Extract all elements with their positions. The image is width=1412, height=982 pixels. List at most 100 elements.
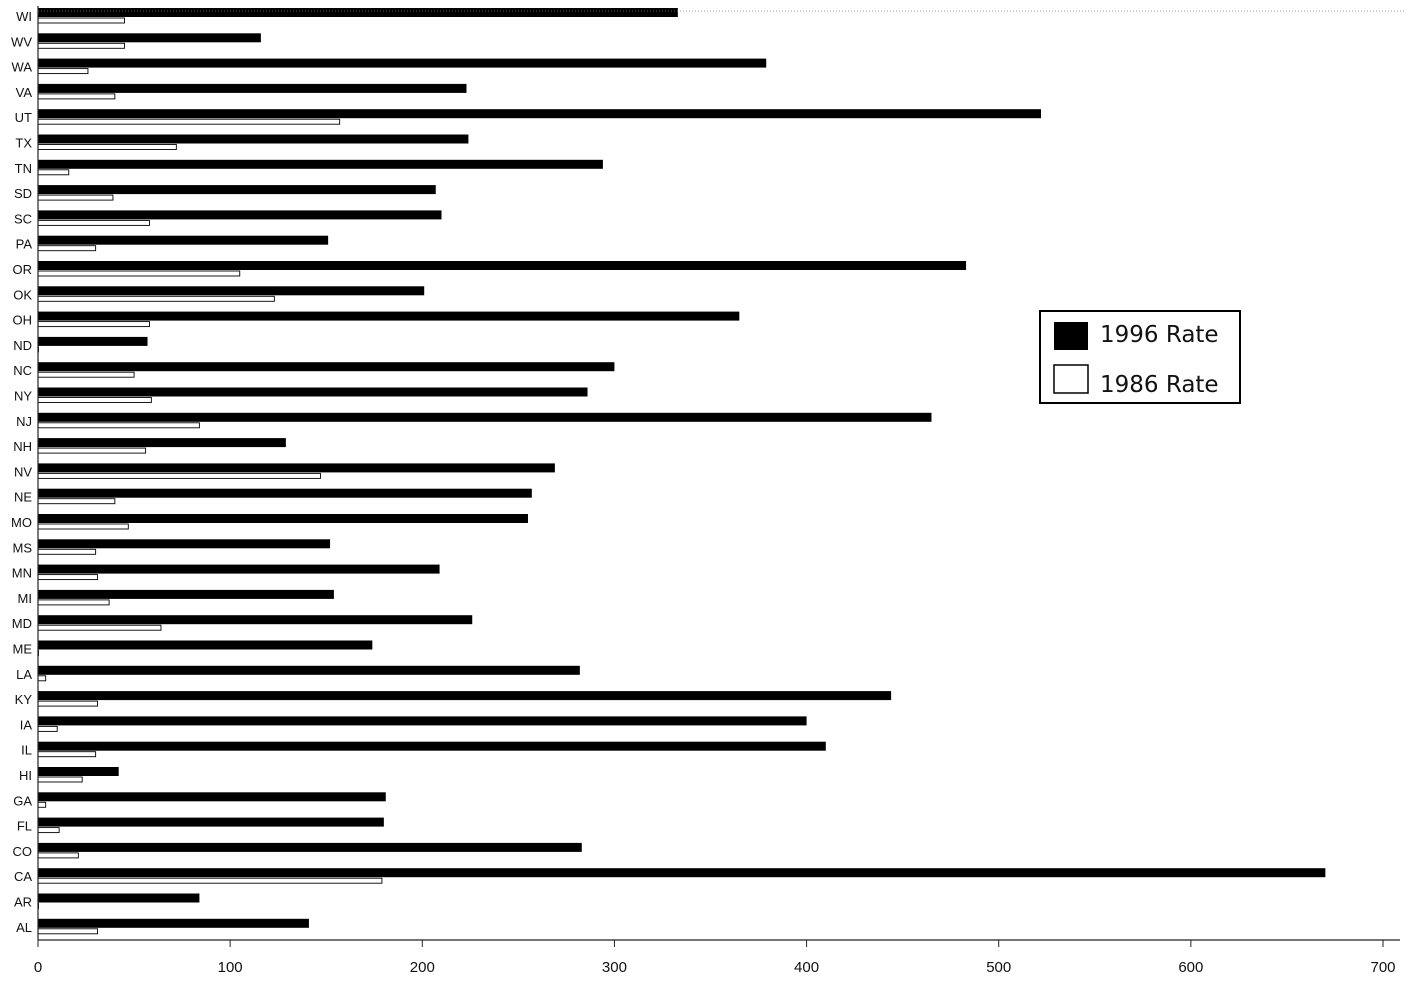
bar-1996-mo <box>38 514 528 523</box>
bar-1986-mi <box>37 599 110 606</box>
category-label-va: VA <box>16 85 33 100</box>
bar-1996-fl <box>38 817 384 827</box>
bar-1996-tx <box>38 134 469 144</box>
category-label-nh: NH <box>13 439 32 454</box>
category-label-co: CO <box>13 844 33 859</box>
bar-1996-nj <box>38 412 932 422</box>
bar-1996-nd <box>38 336 148 346</box>
bar-1986-wv <box>37 42 125 49</box>
category-label-me: ME <box>13 642 33 657</box>
category-labels: WI WV WA VA UT TX TN SD SC PA OR OK OH ND NC NY NJ NH NV NE… <box>11 9 32 935</box>
bar-1986-or <box>37 270 241 277</box>
bar-1996-la <box>38 665 580 675</box>
category-label-md: MD <box>12 616 32 631</box>
category-label-oh: OH <box>13 313 33 328</box>
x-tick-label-600: 600 <box>1178 959 1203 976</box>
bar-1986-ca <box>37 877 383 884</box>
bar-1986-fl <box>37 827 60 834</box>
category-label-ms: MS <box>13 540 33 555</box>
bar-1996-pa <box>38 235 329 245</box>
bar-1986-ms <box>37 548 97 555</box>
bar-1986-ky <box>37 700 99 707</box>
category-label-mo: MO <box>11 515 32 530</box>
bar-1986-il <box>37 751 97 758</box>
category-label-mn: MN <box>12 566 32 581</box>
bar-1996-ut <box>38 109 1041 119</box>
bars-group <box>37 8 1326 935</box>
bar-1986-nv <box>37 472 321 479</box>
category-label-pa: PA <box>16 237 33 252</box>
category-label-wa: WA <box>12 60 33 75</box>
x-tick-label-400: 400 <box>794 959 819 976</box>
legend-swatch-1986 <box>1053 364 1089 394</box>
category-label-or: OR <box>13 262 33 277</box>
bar-1996-mi <box>38 589 334 599</box>
bar-1986-al <box>37 928 99 935</box>
bar-1986-tn <box>37 169 70 176</box>
axes <box>37 6 1405 941</box>
x-tick-label-300: 300 <box>602 959 627 976</box>
x-tick-label-500: 500 <box>986 959 1011 976</box>
category-label-ca: CA <box>14 869 32 884</box>
x-tick-label-100: 100 <box>218 959 243 976</box>
bar-1986-mo <box>37 523 129 530</box>
bar-1996-ga <box>38 792 386 802</box>
bar-1996-wv <box>38 33 261 43</box>
category-label-ut: UT <box>15 110 32 125</box>
category-label-ky: KY <box>15 692 33 707</box>
x-tick-label-200: 200 <box>410 959 435 976</box>
bar-1996-oh <box>38 311 740 321</box>
category-label-al: AL <box>16 920 32 935</box>
category-label-nj: NJ <box>16 414 32 429</box>
bar-1986-ga <box>37 801 47 808</box>
bar-1996-ny <box>38 387 588 397</box>
category-label-sd: SD <box>14 186 32 201</box>
category-label-ga: GA <box>13 793 32 808</box>
bar-1986-la <box>37 675 47 682</box>
bar-1986-tx <box>37 144 177 150</box>
bar-1996-co <box>38 842 582 852</box>
bar-1986-pa <box>37 245 97 252</box>
bar-1986-va <box>37 93 116 100</box>
category-label-mi: MI <box>18 591 32 606</box>
legend-label-1986: 1986 Rate <box>1100 372 1219 398</box>
bar-1986-hi <box>37 776 83 783</box>
category-label-tx: TX <box>15 136 32 151</box>
bar-1996-wi <box>38 8 678 17</box>
bar-1986-md <box>37 624 162 631</box>
category-label-ny: NY <box>14 389 32 404</box>
category-label-wi: WI <box>16 9 32 24</box>
x-tick-label-0: 0 <box>34 959 42 976</box>
bar-1986-nh <box>37 447 147 454</box>
category-label-sc: SC <box>14 211 32 226</box>
x-tick-label-700: 700 <box>1370 959 1395 976</box>
legend: 1996 Rate 1986 Rate <box>1039 310 1241 404</box>
bar-1986-nc <box>37 371 135 378</box>
legend-label-1996: 1996 Rate <box>1100 322 1219 348</box>
bar-1996-me <box>38 640 373 650</box>
bar-1986-wi <box>37 17 125 24</box>
bar-1996-hi <box>38 767 119 776</box>
bar-1996-va <box>38 83 467 93</box>
bar-1986-nj <box>37 422 200 429</box>
bar-1996-md <box>38 615 473 625</box>
bar-1996-al <box>38 918 309 928</box>
bar-1996-ar <box>38 893 200 903</box>
legend-swatch-1996 <box>1054 322 1088 350</box>
bar-1986-wa <box>37 68 89 75</box>
bar-1996-tn <box>38 159 603 169</box>
bar-1996-mn <box>38 564 440 574</box>
bar-1986-co <box>37 852 79 859</box>
bar-1996-or <box>38 261 967 270</box>
category-label-ne: NE <box>14 490 32 505</box>
category-label-nd: ND <box>13 338 32 353</box>
category-label-ar: AR <box>14 895 32 910</box>
bar-1986-ok <box>37 295 275 302</box>
category-label-nv: NV <box>14 464 32 479</box>
bar-1996-nh <box>38 438 286 448</box>
category-label-hi: HI <box>19 768 32 783</box>
category-label-tn: TN <box>15 161 32 176</box>
bar-1986-oh <box>37 321 150 328</box>
bar-1996-nv <box>38 463 555 473</box>
category-label-fl: FL <box>17 819 32 834</box>
